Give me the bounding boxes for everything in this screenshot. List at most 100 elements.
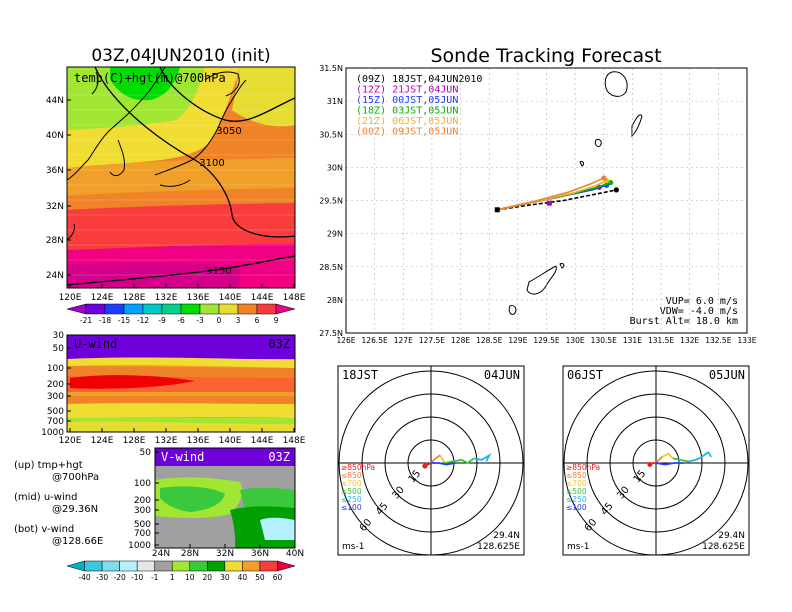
- map-lon-label: 144E: [251, 293, 274, 303]
- track-x-tick: 131E: [623, 336, 642, 345]
- hodo-time: 18JST: [342, 368, 378, 382]
- map-lat-label: 36N: [46, 166, 64, 176]
- colorbar-label: 9: [274, 316, 279, 325]
- v-p-label: 50: [140, 448, 152, 458]
- u-lon-label: 140E: [219, 436, 242, 446]
- track-x-tick: 128E: [451, 336, 470, 345]
- map-lon-label: 140E: [219, 293, 242, 303]
- colorbar-swatch: [218, 303, 239, 315]
- wind-colorbar-label: -10: [131, 573, 143, 582]
- hodo-trace: [688, 451, 712, 463]
- track-x-tick: 133E: [737, 336, 756, 345]
- wind-colorbar-label: -40: [78, 573, 90, 582]
- v-wind-label: V-wind: [161, 450, 204, 464]
- track-annotation: VUP= 6.0 m/s: [666, 296, 738, 307]
- colorbar-swatch: [275, 303, 296, 315]
- hodo-trace: [672, 457, 689, 463]
- map-axis-labels: 44N 40N 36N 32N 28N 24N 120E 124E 128E 132E 136E 14…: [46, 96, 306, 303]
- wind-colorbar-swatch: [84, 560, 103, 572]
- wind-colorbar-swatch: [189, 560, 208, 572]
- v-p-label: 200: [134, 496, 151, 506]
- u-p-label: 50: [53, 344, 65, 354]
- track-y-tick: 30N: [327, 163, 343, 172]
- map-lat-label: 24N: [46, 271, 64, 281]
- u-lon-label: 136E: [187, 436, 210, 446]
- hodo-surface-point: [647, 462, 653, 468]
- track-x-tick: 132.5E: [705, 336, 731, 345]
- u-lon-label: 132E: [155, 436, 178, 446]
- u-lon-label: 148E: [283, 436, 306, 446]
- v-lat-label: 40N: [286, 549, 304, 559]
- track-y-tick: 28.5N: [319, 263, 343, 272]
- v-wind-field: [155, 448, 295, 548]
- hodo-trace: [655, 456, 663, 464]
- hodo-trace: [431, 462, 456, 466]
- u-p-label: 300: [47, 392, 64, 402]
- map-frame: [66, 66, 296, 289]
- wind-colorbar-swatch: [171, 560, 191, 572]
- track-y-tick: 29N: [327, 230, 343, 239]
- hodo-date: 05JUN: [709, 368, 745, 382]
- hodo-level-legend: ≥850hPa: [341, 463, 375, 472]
- hodo-date: 04JUN: [484, 368, 520, 382]
- wind-colorbar-swatch: [207, 560, 226, 572]
- panel-notes: (up) tmp+hgt@700hPa (mid) u-wind@29.36N (b…: [14, 460, 103, 547]
- map-lon-label: 124E: [91, 293, 114, 303]
- hodo-level-legend: ≤500: [341, 487, 362, 496]
- v-p-label: 300: [134, 506, 151, 516]
- colorbar-swatch: [85, 303, 106, 315]
- colorbar-swatch: [104, 303, 125, 315]
- height-contours: [67, 67, 295, 286]
- chart-title: Sonde Tracking Forecast: [430, 45, 661, 67]
- track-x-tick: 131.5E: [648, 336, 674, 345]
- wind-colorbar-label: 40: [238, 573, 248, 582]
- hodo-trace: [655, 462, 684, 466]
- track-x-tick: 126.5E: [362, 336, 388, 345]
- colorbar-swatch: [66, 303, 87, 315]
- hodo-level-legend: ≤250: [566, 495, 587, 504]
- hodo-level-legend: ≤850: [566, 471, 587, 480]
- map-lat-label: 32N: [46, 202, 64, 212]
- track-y-tick: 27.5N: [319, 329, 343, 338]
- track-y-tick: 29.5N: [319, 197, 343, 206]
- hodo-trace: [661, 452, 674, 460]
- colorbar-label: -15: [118, 316, 130, 325]
- track-x-tick: 127.5E: [419, 336, 445, 345]
- u-p-label: 200: [47, 380, 64, 390]
- track-y-tick: 31.5N: [319, 64, 343, 73]
- wind-colorbar-swatch: [154, 560, 173, 572]
- map-lon-label: 128E: [123, 293, 146, 303]
- u-wind-field: [67, 335, 295, 432]
- colorbar-swatch: [123, 303, 144, 315]
- wind-colorbar-label: -20: [113, 573, 125, 582]
- track-x-tick: 129E: [508, 336, 527, 345]
- track-line: [497, 189, 617, 211]
- wind-colorbar-swatch: [66, 560, 85, 572]
- temperature-field: [67, 67, 295, 288]
- wind-colorbar-label: -1: [151, 573, 159, 582]
- colorbar-label: -9: [158, 316, 166, 325]
- hodo-level-legend: ≥850hPa: [566, 463, 600, 472]
- u-p-label: 500: [47, 407, 64, 417]
- colorbar-swatch: [161, 303, 182, 315]
- track-y-tick: 30.5N: [319, 130, 343, 139]
- hodo-trace: [444, 457, 475, 465]
- left-title: 03Z,04JUN2010 (init): [91, 46, 270, 66]
- wind-colorbar-label: 30: [220, 573, 230, 582]
- colorbar-swatch: [199, 303, 220, 315]
- v-lat-label: 36N: [251, 549, 269, 559]
- v-p-label: 500: [134, 520, 151, 530]
- track-x-tick: 132E: [680, 336, 699, 345]
- map-lon-label: 132E: [155, 293, 178, 303]
- hodo-trace: [430, 454, 441, 464]
- colorbar-label: -12: [137, 316, 149, 325]
- track-legend-entry: (18Z) 03JST,05JUN: [356, 106, 458, 117]
- u-p-label: 700: [47, 417, 64, 427]
- u-p-label: 30: [53, 331, 65, 341]
- v-lat-label: 28N: [181, 549, 199, 559]
- wind-colorbar-label: -30: [96, 573, 108, 582]
- wind-colorbar-swatch: [224, 560, 243, 572]
- map-lon-label: 148E: [283, 293, 306, 303]
- wind-colorbar-swatch: [259, 560, 278, 572]
